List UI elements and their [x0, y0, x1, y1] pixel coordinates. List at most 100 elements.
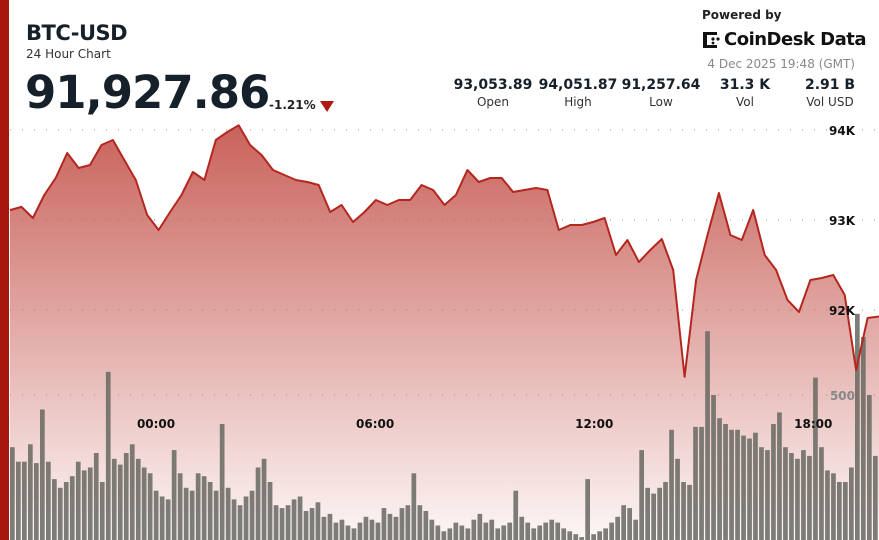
- volume-bar: [171, 450, 177, 540]
- time-tick-label: 18:00: [794, 417, 832, 431]
- price-line: [9, 124, 879, 378]
- volume-bar: [795, 458, 800, 540]
- volume-bar: [249, 490, 255, 540]
- brand-name: CoinDesk Data: [724, 29, 867, 50]
- volume-bar: [645, 487, 650, 540]
- volume-bar: [117, 464, 123, 540]
- volume-bar: [333, 522, 339, 540]
- stat-low: 91,257.64 Low: [620, 77, 702, 109]
- volume-bar: [339, 519, 345, 540]
- volume-bar: [783, 447, 788, 540]
- volume-bar: [255, 467, 261, 540]
- volume-bar: [513, 490, 519, 540]
- volume-bar: [495, 528, 501, 540]
- volume-bar: [153, 490, 159, 540]
- volume-bar: [639, 450, 644, 540]
- volume-bar: [777, 412, 782, 540]
- price-tick-label: 94K: [829, 124, 856, 138]
- volume-bar: [627, 508, 632, 540]
- volume-bar: [345, 525, 351, 540]
- volume-bar: [669, 429, 674, 540]
- price-area: [10, 125, 879, 540]
- volume-bar: [441, 531, 447, 540]
- powered-by: Powered by: [702, 8, 782, 22]
- volume-bar: [303, 511, 309, 540]
- volume-bar: [309, 508, 315, 540]
- volume-bar: [135, 458, 141, 540]
- volume-bar: [807, 455, 812, 540]
- volume-bar: [357, 522, 363, 540]
- volume-bar: [471, 519, 477, 540]
- volume-bar: [525, 522, 531, 540]
- volume-bar: [603, 528, 608, 540]
- volume-bar: [519, 516, 525, 540]
- volume-bar: [225, 487, 231, 540]
- volume-bar: [531, 528, 537, 540]
- volume-bar: [99, 482, 105, 540]
- volume-bar: [741, 435, 746, 540]
- volume-bar: [771, 424, 776, 540]
- volume-bar: [93, 453, 99, 540]
- stat-vol: 31.3 K Vol: [710, 77, 780, 109]
- volume-bar: [351, 528, 357, 540]
- volume-bar: [315, 502, 321, 540]
- volume-bar: [735, 429, 740, 540]
- volume-bar: [801, 450, 806, 540]
- volume-bar: [723, 424, 728, 540]
- volume-bar: [849, 467, 854, 540]
- volume-bar: [417, 505, 423, 540]
- volume-bar: [633, 519, 638, 540]
- volume-bar: [561, 528, 567, 540]
- stat-label: Low: [649, 95, 673, 109]
- volume-bar: [453, 522, 459, 540]
- volume-bar: [615, 516, 620, 540]
- volume-bar: [411, 473, 417, 540]
- volume-bar: [693, 426, 698, 540]
- volume-bar: [231, 499, 237, 540]
- volume-bar: [699, 426, 704, 540]
- volume-bar: [759, 447, 764, 540]
- volume-bar: [285, 505, 291, 540]
- volume-bar: [435, 525, 441, 540]
- volume-bar: [711, 395, 716, 540]
- brand-logo: CoinDesk Data: [701, 29, 867, 50]
- volume-bar: [825, 470, 830, 540]
- volume-bar: [831, 473, 836, 540]
- volume-bar: [399, 508, 405, 540]
- volume-bar: [279, 508, 285, 540]
- volume-bar: [381, 508, 387, 540]
- volume-bar: [861, 337, 866, 540]
- volume-bar: [177, 473, 183, 540]
- volume-bar: [765, 450, 770, 540]
- volume-bar: [213, 490, 219, 540]
- volume-bar: [129, 444, 135, 540]
- volume-bar: [555, 522, 561, 540]
- volume-bar: [111, 458, 117, 540]
- current-price: 91,927.86: [25, 66, 270, 119]
- volume-bar: [22, 461, 27, 540]
- volume-bar: [705, 331, 710, 540]
- volume-bar: [189, 490, 195, 540]
- volume-bar: [579, 537, 584, 540]
- volume-bar: [375, 522, 381, 540]
- volume-bar: [447, 528, 453, 540]
- volume-bar: [183, 487, 189, 540]
- volume-bar: [195, 473, 201, 540]
- volume-bar: [483, 522, 489, 540]
- volume-bar: [393, 516, 399, 540]
- volume-bar: [543, 522, 549, 540]
- volume-bar: [34, 463, 39, 540]
- volume-bar: [201, 476, 207, 540]
- price-tick-label: 92K: [829, 304, 856, 318]
- volume-bar: [717, 418, 722, 540]
- volume-bar: [873, 455, 878, 540]
- volume-bar: [63, 482, 69, 540]
- volume-bar: [105, 371, 111, 540]
- volume-bar: [621, 505, 626, 540]
- volume-bar: [675, 458, 680, 540]
- volume-bar: [837, 482, 842, 540]
- timestamp: 4 Dec 2025 19:48 (GMT): [707, 57, 855, 71]
- volume-bar: [843, 482, 848, 540]
- stat-label: Vol USD: [806, 95, 854, 109]
- volume-bar: [243, 496, 249, 540]
